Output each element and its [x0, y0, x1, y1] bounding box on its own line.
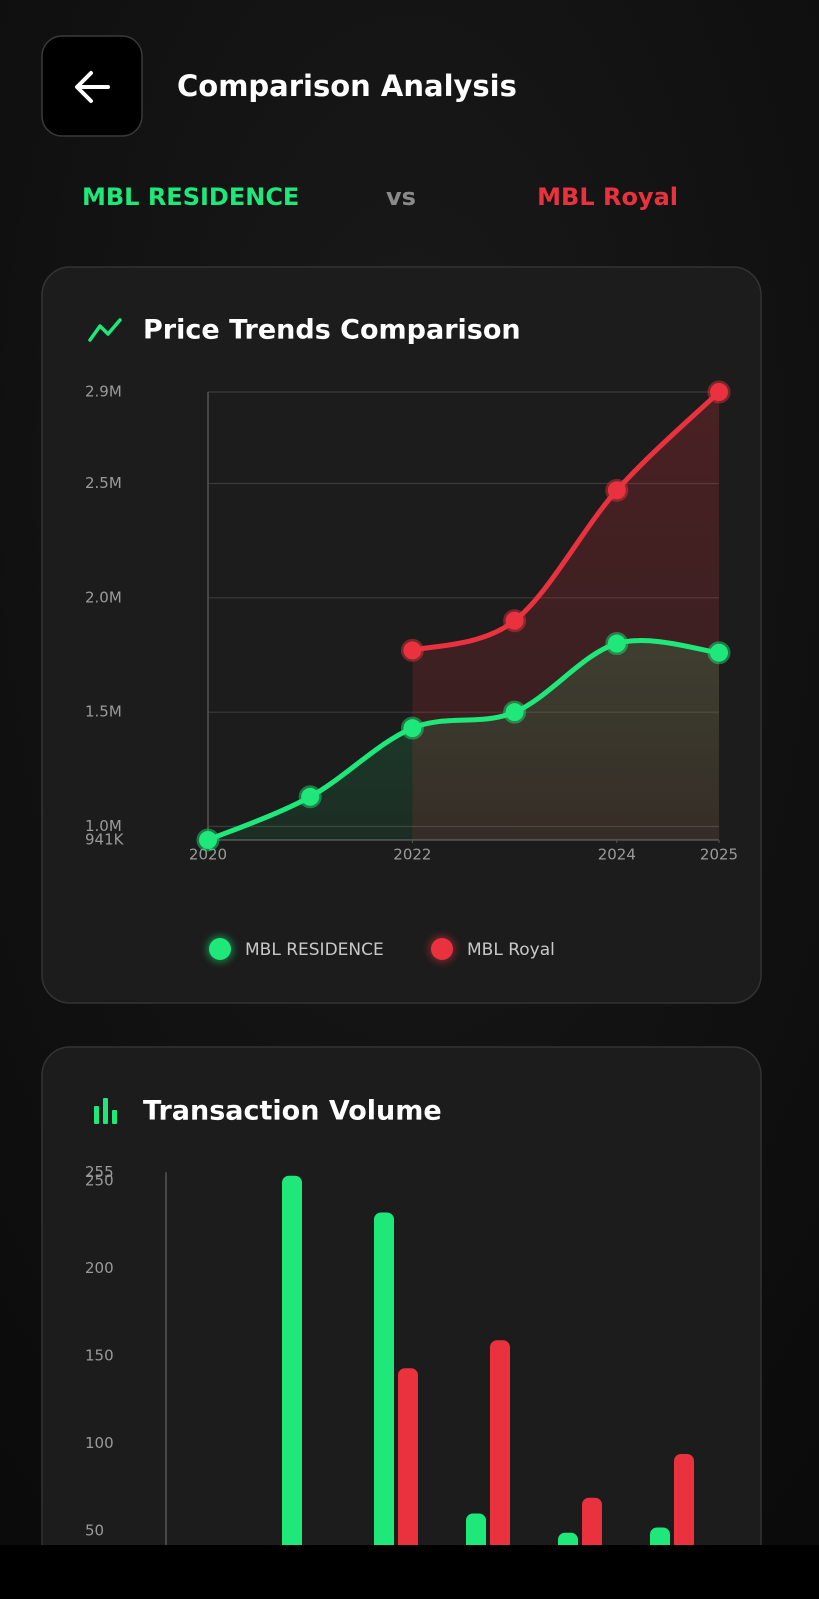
y-tick-label: 941K: [85, 831, 125, 849]
y-tick-label: 1.5M: [85, 703, 122, 721]
point: [298, 785, 322, 809]
y-tick-label: 150: [85, 1347, 114, 1365]
y-tick-label: 250: [85, 1172, 114, 1190]
card-title: Price Trends Comparison: [143, 315, 521, 346]
bar: [582, 1497, 602, 1545]
bar: [398, 1368, 418, 1545]
card-title: Transaction Volume: [143, 1096, 442, 1127]
right-property: MBL Royal: [537, 183, 678, 211]
bar-icon: [112, 1110, 117, 1124]
page-title: Comparison Analysis: [177, 69, 517, 103]
y-tick-label: 1.0M: [85, 817, 122, 835]
point: [605, 632, 629, 656]
point: [707, 380, 731, 404]
bar: [490, 1340, 510, 1545]
legend-label: MBL RESIDENCE: [245, 940, 384, 960]
bar: [558, 1532, 578, 1545]
card: [41, 1046, 762, 1545]
line: [409, 389, 722, 653]
back-icon: [75, 71, 110, 103]
point: [400, 716, 424, 740]
bar-icon: [94, 1106, 99, 1124]
legend-dot: [431, 938, 453, 960]
screen-bottom: [0, 1545, 819, 1599]
area: [412, 392, 719, 840]
left-property: MBL RESIDENCE: [82, 183, 299, 211]
point: [503, 609, 527, 633]
bar: [674, 1454, 694, 1545]
legend-dot: [209, 938, 231, 960]
y-tick-label: 50: [85, 1522, 104, 1540]
y-tick-label: 255: [85, 1163, 114, 1181]
bar: [650, 1527, 670, 1545]
x-tick-label: 2022: [393, 846, 431, 864]
point: [503, 700, 527, 724]
y-tick-label: 2.0M: [85, 588, 122, 606]
bar-icon: [103, 1098, 108, 1124]
x-tick-label: 2024: [598, 846, 636, 864]
point: [400, 638, 424, 662]
point: [707, 641, 731, 665]
legend-label: MBL Royal: [467, 940, 555, 960]
y-tick-label: 100: [85, 1434, 114, 1452]
trend-icon: [88, 318, 122, 342]
y-tick-label: 200: [85, 1259, 114, 1277]
bar: [466, 1513, 486, 1545]
point: [196, 828, 220, 852]
x-tick-label: 2020: [189, 846, 227, 864]
bar: [374, 1212, 394, 1545]
x-tick-label: 2025: [700, 846, 738, 864]
y-tick-label: 2.5M: [85, 474, 122, 492]
vs-label: vs: [386, 183, 416, 211]
y-tick-label: 2.9M: [85, 383, 122, 401]
point: [605, 478, 629, 502]
bar: [282, 1175, 302, 1545]
